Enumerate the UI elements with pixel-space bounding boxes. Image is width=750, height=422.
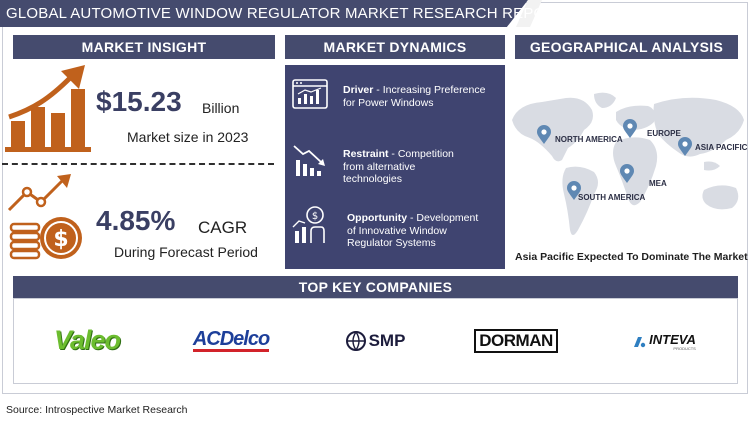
svg-text:$: $	[312, 211, 318, 222]
geographical-analysis-header: GEOGRAPHICAL ANALYSIS	[515, 35, 738, 59]
restraint-label: Restraint	[343, 148, 389, 160]
cagr-coins-icon: $	[7, 174, 82, 260]
market-size-caption: Market size in 2023	[127, 129, 249, 145]
cagr-label: CAGR	[198, 218, 248, 237]
restraint-line3: technologies	[343, 173, 402, 185]
region-north-america: NORTH AMERICA	[555, 135, 623, 144]
smp-globe-icon	[345, 331, 366, 351]
region-mea: MEA	[649, 179, 667, 188]
opportunity-line3: Regulator Systems	[347, 237, 436, 249]
inteva-wordmark: INTEVA PRODUCTS	[649, 332, 696, 351]
region-asia-pacific: ASIA PACIFIC	[695, 143, 748, 152]
europe-pin-icon	[623, 119, 637, 138]
restraint-line2: from alternative	[343, 160, 416, 173]
market-dynamics-header: MARKET DYNAMICS	[285, 35, 505, 59]
cagr-caption: During Forecast Period	[114, 244, 258, 260]
report-title: GLOBAL AUTOMOTIVE WINDOW REGULATOR MARKE…	[6, 5, 566, 22]
dynamics-restraint: Restraint - Competition from alternative…	[343, 148, 503, 186]
market-size-unit: Billion	[202, 100, 240, 116]
companies-box	[13, 298, 738, 384]
geo-caption: Asia Pacific Expected To Dominate The Ma…	[515, 251, 748, 263]
source-note: Source: Introspective Market Research	[6, 404, 188, 416]
opportunity-growth-icon: $	[292, 206, 325, 243]
dynamics-driver: Driver - Increasing Preference for Power…	[343, 84, 503, 109]
valeo-logo: Valeo	[53, 324, 121, 355]
title-bar	[0, 0, 528, 27]
north-america-pin-icon	[537, 125, 551, 144]
restraint-line1: - Competition	[388, 148, 454, 160]
svg-text:$: $	[53, 227, 68, 252]
dorman-logo: DORMAN	[474, 327, 558, 355]
opportunity-line1: - Development	[407, 212, 479, 224]
market-dynamics-panel	[285, 65, 505, 269]
driver-line2: for Power Windows	[343, 96, 434, 109]
cagr-value: 4.85%	[96, 205, 176, 236]
driver-label: Driver	[343, 84, 374, 96]
insight-divider	[2, 163, 274, 165]
opportunity-label: Opportunity	[347, 212, 408, 224]
top-companies-header: TOP KEY COMPANIES	[13, 276, 738, 298]
acdelco-logo: ACDelco	[192, 327, 270, 352]
south-america-pin-icon	[567, 181, 581, 200]
market-insight-header: MARKET INSIGHT	[13, 35, 275, 59]
declining-chart-icon	[293, 145, 325, 176]
region-south-america: SOUTH AMERICA	[578, 193, 646, 202]
inteva-mark-icon	[634, 337, 646, 348]
asia-pacific-pin-icon	[678, 137, 692, 156]
smp-logo: SMP	[338, 327, 412, 355]
market-size-value: $15.23	[96, 86, 182, 117]
mea-pin-icon	[620, 164, 634, 183]
driver-line1: - Increasing Preference	[373, 84, 486, 96]
growth-chart-icon	[5, 65, 91, 152]
dynamics-opportunity: Opportunity - Development of Innovative …	[347, 212, 503, 250]
browser-chart-icon	[292, 79, 328, 109]
opportunity-line2: of Innovative Window	[347, 224, 447, 237]
region-europe: EUROPE	[647, 129, 681, 138]
inteva-logo: INTEVA PRODUCTS	[624, 330, 704, 354]
